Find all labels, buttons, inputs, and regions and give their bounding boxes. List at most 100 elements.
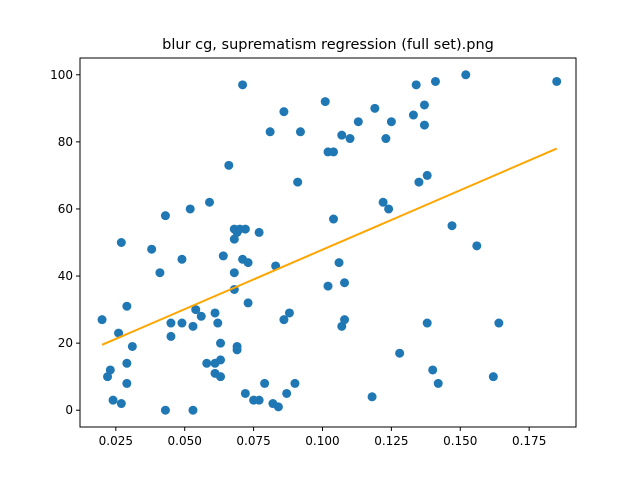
data-point xyxy=(177,254,187,264)
data-point xyxy=(447,221,457,231)
data-point xyxy=(265,127,275,137)
data-point xyxy=(202,358,212,368)
data-point xyxy=(386,117,396,127)
data-points xyxy=(97,70,562,415)
x-tick-label: 0.075 xyxy=(236,434,270,448)
data-point xyxy=(160,405,170,415)
data-point xyxy=(408,110,418,120)
data-point xyxy=(238,80,248,90)
data-point xyxy=(384,204,394,214)
x-tick-label: 0.150 xyxy=(443,434,477,448)
data-point xyxy=(295,127,305,137)
data-point xyxy=(218,251,228,261)
data-point xyxy=(345,134,355,144)
data-point xyxy=(166,331,176,341)
data-point xyxy=(232,345,242,355)
y-axis: 0 20 40 60 80 100 xyxy=(50,68,80,417)
data-point xyxy=(114,328,124,338)
data-point xyxy=(422,170,432,180)
data-point xyxy=(210,308,220,318)
data-point xyxy=(216,355,226,365)
data-point xyxy=(381,134,391,144)
data-point xyxy=(353,117,363,127)
data-point xyxy=(116,238,126,247)
data-point xyxy=(433,378,443,388)
data-point xyxy=(430,76,440,86)
data-point xyxy=(428,365,438,375)
data-point xyxy=(188,321,198,331)
data-point xyxy=(122,378,132,388)
data-point xyxy=(185,204,195,214)
data-point xyxy=(422,318,432,328)
data-point xyxy=(293,177,303,187)
data-point xyxy=(191,305,201,315)
data-point xyxy=(395,348,405,358)
data-point xyxy=(160,211,170,221)
data-point xyxy=(284,308,294,318)
data-point xyxy=(240,224,250,234)
data-point xyxy=(320,97,330,107)
y-tick-label: 0 xyxy=(65,403,73,417)
data-point xyxy=(323,281,333,291)
data-point xyxy=(205,197,215,207)
data-point xyxy=(279,107,289,117)
data-point xyxy=(370,103,380,113)
x-axis: 0.025 0.050 0.075 0.100 0.125 0.150 0.175 xyxy=(99,427,546,448)
data-point xyxy=(216,372,226,382)
data-point xyxy=(282,388,292,398)
data-point xyxy=(240,388,250,398)
chart-title: blur cg, suprematism regression (full se… xyxy=(162,37,494,53)
y-tick-label: 100 xyxy=(50,68,73,82)
data-point xyxy=(329,214,339,224)
data-point xyxy=(340,278,350,288)
data-point xyxy=(224,160,234,170)
x-tick-label: 0.025 xyxy=(99,434,133,448)
data-point xyxy=(216,338,226,348)
x-tick-label: 0.100 xyxy=(305,434,339,448)
data-point xyxy=(414,177,424,187)
data-point xyxy=(472,241,482,251)
data-point xyxy=(290,378,300,388)
data-point xyxy=(552,76,562,86)
data-point xyxy=(334,258,344,268)
regression-line xyxy=(101,147,558,346)
data-point xyxy=(279,315,289,325)
data-point xyxy=(273,402,283,412)
data-point xyxy=(411,80,421,90)
data-point xyxy=(329,147,339,157)
data-point xyxy=(177,318,187,328)
data-point xyxy=(494,318,504,328)
data-point xyxy=(243,258,253,268)
data-point xyxy=(196,311,206,321)
data-point xyxy=(229,268,239,278)
data-point xyxy=(367,392,377,402)
y-tick-label: 60 xyxy=(58,202,73,216)
data-point xyxy=(116,399,126,409)
data-point xyxy=(122,301,132,311)
x-tick-label: 0.175 xyxy=(512,434,546,448)
regression-line-group xyxy=(101,147,558,346)
plot-frame xyxy=(79,57,577,428)
data-point xyxy=(340,315,350,325)
data-point xyxy=(108,395,118,405)
y-tick-label: 40 xyxy=(58,269,73,283)
data-point xyxy=(213,318,223,328)
data-point xyxy=(337,130,347,140)
data-point xyxy=(97,315,107,325)
data-point xyxy=(166,318,176,328)
data-point xyxy=(127,341,137,351)
data-point xyxy=(254,395,264,405)
data-point xyxy=(155,268,165,278)
data-point xyxy=(105,365,115,375)
data-point xyxy=(378,197,388,207)
data-point xyxy=(461,70,471,80)
data-point xyxy=(188,405,198,415)
y-tick-label: 80 xyxy=(58,135,73,149)
data-point xyxy=(419,100,429,110)
x-tick-label: 0.125 xyxy=(374,434,408,448)
data-point xyxy=(147,244,157,254)
data-point xyxy=(419,120,429,130)
data-point xyxy=(243,298,253,308)
data-point xyxy=(254,227,264,237)
